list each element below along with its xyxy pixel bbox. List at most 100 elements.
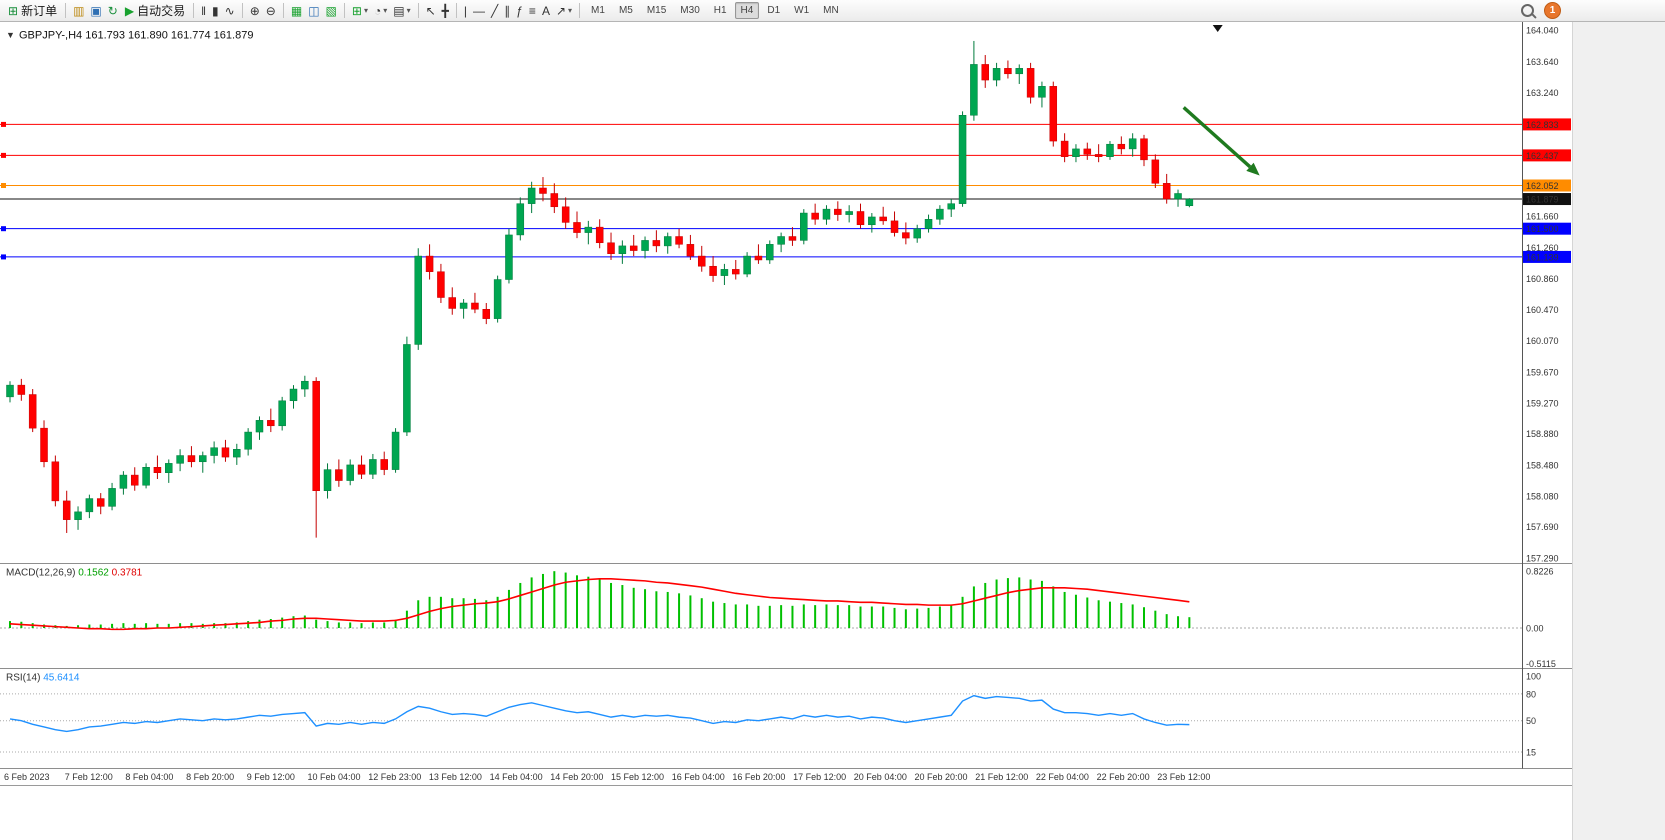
time-axis[interactable]: 6 Feb 2023 7 Feb 12:00 8 Feb 04:00 8 Feb 20… [4,772,1210,782]
toolbar-separator [241,3,243,18]
channel-button[interactable]: ∥ [501,2,513,20]
zoom-out-button[interactable]: ⊖ [263,2,279,20]
play-icon: ▶ [124,3,135,18]
svg-text:6 Feb 2023: 6 Feb 2023 [4,772,50,782]
svg-text:100: 100 [1526,672,1541,682]
svg-text:16 Feb 20:00: 16 Feb 20:00 [732,772,785,782]
grid-icon: ≡ [528,3,536,18]
candlestick-series [6,40,1194,538]
svg-text:157.290: 157.290 [1526,554,1559,564]
macd-panel: MACD(12,26,9) 0.1562 0.3781 [0,568,1522,629]
svg-text:20 Feb 04:00: 20 Feb 04:00 [854,772,907,782]
rsi-label: RSI(14) 45.6414 [6,673,80,684]
timeframe-m15[interactable]: M15 [646,5,667,16]
profiles-icon: ▥ [73,3,85,18]
svg-text:161.660: 161.660 [1526,212,1559,222]
svg-text:8 Feb 04:00: 8 Feb 04:00 [125,772,173,782]
vline-button[interactable]: | [461,2,470,20]
svg-text:10 Feb 04:00: 10 Feb 04:00 [308,772,361,782]
toolbar-separator [579,3,581,18]
fibonacci-button[interactable]: ƒ [513,2,526,20]
status-bar [0,785,1572,840]
refresh-icon: ↻ [107,3,118,18]
autotrade-button[interactable]: ▶ 自动交易 [121,2,189,20]
chart-area[interactable]: MACD(12,26,9) 0.1562 0.3781 RSI(14) 45.64… [0,22,1572,785]
svg-text:161.500: 161.500 [1526,224,1559,234]
svg-text:15 Feb 12:00: 15 Feb 12:00 [611,772,664,782]
search-icon[interactable] [1521,4,1534,17]
svg-text:15: 15 [1526,747,1536,757]
timeframe-m30[interactable]: M30 [680,5,700,16]
svg-text:9 Feb 12:00: 9 Feb 12:00 [247,772,295,782]
chart-window-button[interactable]: ▣ [87,2,104,20]
svg-text:158.880: 158.880 [1526,429,1559,439]
candle-chart-button[interactable]: ▮ [209,2,222,20]
zoom-out-icon: ⊖ [265,3,276,18]
text-icon: A [541,3,550,18]
timeframe-m5[interactable]: M5 [618,5,633,16]
timeframe-d1[interactable]: D1 [767,5,781,16]
grid-button[interactable]: ≡ [526,2,539,20]
clock-icon: ◔ [373,3,382,18]
crosshair-icon: ╋ [441,3,449,18]
order-icon: ⊞ [8,3,19,18]
timeframe-m1[interactable]: M1 [591,5,605,16]
new-chart-button[interactable]: ◫ [305,2,322,20]
new-order-button[interactable]: ⊞ 新订单 [4,2,61,20]
svg-text:50: 50 [1526,716,1536,726]
new-order-button-label: 新订单 [21,4,58,18]
chart-shift-button[interactable]: ▧ [323,2,340,20]
trend-arrow[interactable] [1182,106,1260,176]
svg-text:23 Feb 12:00: 23 Feb 12:00 [1157,772,1210,782]
svg-text:163.240: 163.240 [1526,88,1559,98]
svg-text:162.052: 162.052 [1526,181,1559,191]
svg-text:0.8226: 0.8226 [1526,566,1554,576]
timeframe-h1[interactable]: H1 [713,5,727,16]
tile-windows-button[interactable]: ▦ [288,2,305,20]
trendline-button[interactable]: ╱ [488,2,501,20]
zoom-in-button[interactable]: ⊕ [247,2,263,20]
toolbar-items: ⊞ 新订单 ▥ ▣ ↻ ▶ 自动交易 ‖ ▮ ∿ ⊕ ⊖ ▦ ◫ ▧ ⊞ ▾ ◔ ▾ ▤ ▾ ↖ ╋ | — ╱ ∥ ƒ ≡ A ↗ ▾ M1 M… [4,0,846,22]
timeframe-h4[interactable]: H4 [734,2,760,19]
svg-text:▼: ▼ [6,30,15,40]
svg-text:160.470: 160.470 [1526,305,1559,315]
timeframe-w1[interactable]: W1 [794,5,810,16]
chart-window-icon: ▣ [90,3,102,18]
horizontal-lines[interactable] [0,121,1522,260]
cursor-button[interactable]: ↖ [423,2,439,20]
panel-separators[interactable] [0,22,1572,769]
tile-windows-icon: ▦ [290,3,303,18]
hline-button[interactable]: — [470,2,488,20]
toolbar-separator [455,3,457,18]
price-axis[interactable]: 164.040 163.640 163.240 161.660 161.260 160.8… [1523,26,1571,758]
chart-title: ▼ GBPJPY-,H4 161.793 161.890 161.774 161.… [6,30,253,42]
profiles-button[interactable]: ▥ [70,2,87,20]
arrows-button[interactable]: ↗ ▾ [553,2,575,20]
periods-button[interactable]: ◔ ▾ [371,2,390,20]
chevron-down-icon: ▾ [363,6,368,15]
macd-histogram [9,571,1191,628]
svg-text:160.860: 160.860 [1526,274,1559,284]
indicators-icon: ⊞ [351,3,362,18]
macd-label: MACD(12,26,9) 0.1562 0.3781 [6,568,143,579]
svg-text:80: 80 [1526,689,1536,699]
refresh-button[interactable]: ↻ [105,2,121,20]
template-icon: ▤ [393,3,405,18]
rsi-line [9,694,1190,733]
chevron-down-icon: ▾ [383,6,388,15]
notification-badge[interactable]: 1 [1544,2,1561,19]
crosshair-button[interactable]: ╋ [439,2,452,20]
timeframe-mn[interactable]: MN [823,5,839,16]
svg-text:161.879: 161.879 [1526,195,1559,205]
text-button[interactable]: A [539,2,553,20]
rsi-panel: RSI(14) 45.6414 [0,673,1522,753]
indicators-button[interactable]: ⊞ ▾ [349,2,371,20]
svg-text:158.080: 158.080 [1526,492,1559,502]
line-chart-button[interactable]: ∿ [222,2,238,20]
autotrade-button-label: 自动交易 [137,4,186,18]
chart-canvas[interactable]: MACD(12,26,9) 0.1562 0.3781 RSI(14) 45.64… [0,22,1572,785]
bar-chart-button[interactable]: ‖ [198,2,209,20]
svg-text:22 Feb 20:00: 22 Feb 20:00 [1097,772,1150,782]
templates-button[interactable]: ▤ ▾ [390,2,413,20]
chevron-down-icon: ▾ [406,6,411,15]
